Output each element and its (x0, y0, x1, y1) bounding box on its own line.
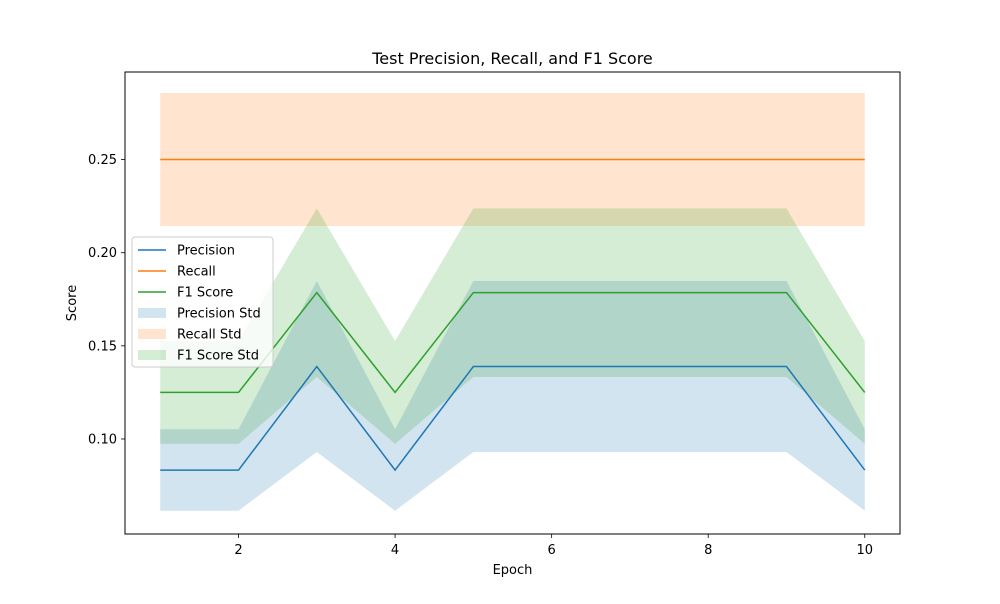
series-lines (160, 158, 866, 472)
legend-label: Precision Std (177, 307, 261, 322)
plot-frame (124, 71, 901, 535)
legend-label: Recall Std (177, 328, 242, 343)
y-tick-label: 0.20 (88, 246, 117, 261)
x-tick-label: 4 (391, 543, 399, 558)
y-axis-label: Score (65, 285, 80, 321)
x-axis-label: Epoch (493, 563, 533, 578)
legend-label: Recall (177, 265, 216, 280)
x-tick-label: 10 (856, 543, 873, 558)
chart-title: Test Precision, Recall, and F1 Score (371, 49, 653, 68)
x-tick-label: 6 (548, 543, 556, 558)
series-line-precision (160, 365, 866, 472)
legend-swatch-band (138, 329, 166, 339)
legend-label: F1 Score (177, 286, 233, 301)
x-tick-label: 8 (704, 543, 712, 558)
legend: Precision Recall F1 Score Precision Std Reca… (131, 236, 274, 368)
series-line-f1-score (160, 291, 866, 394)
y-tick-label: 0.10 (88, 432, 117, 447)
std-band-precision (160, 281, 865, 511)
legend-label: Precision (177, 244, 235, 259)
x-tick-label: 2 (234, 543, 242, 558)
y-axis-ticks: 0.10 0.15 0.20 0.25 (88, 153, 125, 447)
y-tick-label: 0.25 (88, 153, 117, 168)
y-tick-label: 0.15 (88, 339, 117, 354)
std-band-f1-score (160, 208, 865, 444)
x-axis-ticks: 2 4 6 8 10 (234, 534, 873, 558)
legend-swatch-band (138, 350, 166, 360)
legend-box (131, 236, 274, 368)
legend-swatch-band (138, 308, 166, 318)
legend-label: F1 Score Std (177, 349, 259, 364)
